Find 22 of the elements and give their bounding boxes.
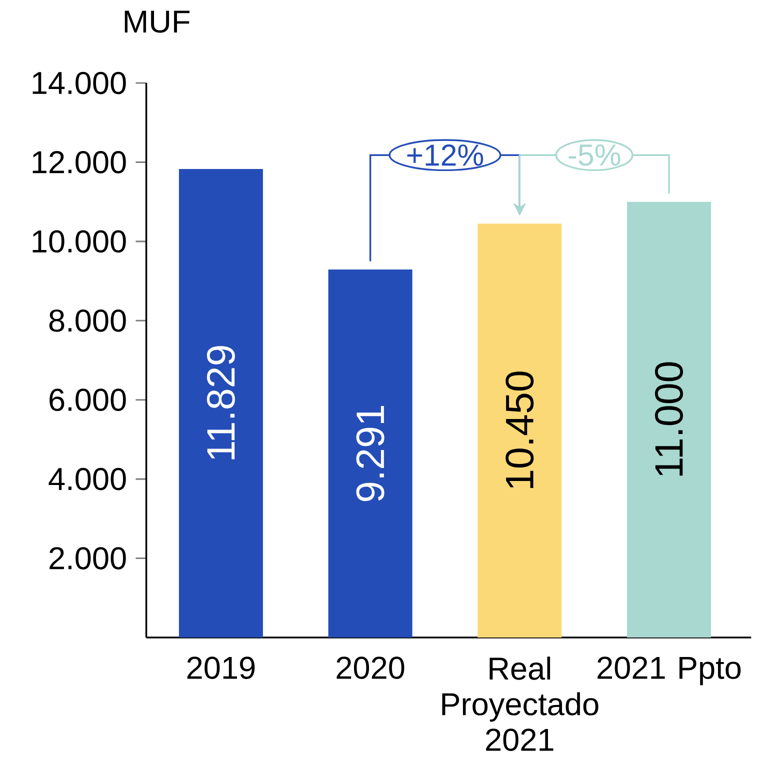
y-tick-label: 8.000 (49, 309, 126, 332)
bar (178, 168, 263, 638)
x-tick-label: 2021 Ppto (598, 656, 741, 686)
y-tick-label: 2.000 (50, 546, 126, 570)
y-tick-label: 10.000 (32, 230, 126, 252)
y-tick-label: 12.000 (32, 150, 126, 174)
annotation: +12% (407, 144, 484, 166)
y-tick-label: 4.000 (48, 468, 126, 490)
data-label: 11.829 (206, 346, 235, 460)
y-axis-title: MUF (124, 10, 190, 33)
data-label: 10.450 (506, 371, 534, 488)
data-label: 9.291 (356, 406, 384, 501)
x-tick-label: Real Proyectado 2021 (442, 656, 598, 751)
x-tick-label: 2019 (187, 656, 255, 679)
data-label: 11.000 (654, 362, 683, 476)
bar (626, 202, 712, 638)
bar (478, 223, 562, 638)
annotation: -5% (568, 144, 620, 166)
y-tick-label: 14.000 (32, 72, 126, 94)
y-tick-label: 6.000 (50, 388, 126, 411)
bar (328, 269, 412, 638)
x-tick-label: 2020 (336, 656, 404, 679)
